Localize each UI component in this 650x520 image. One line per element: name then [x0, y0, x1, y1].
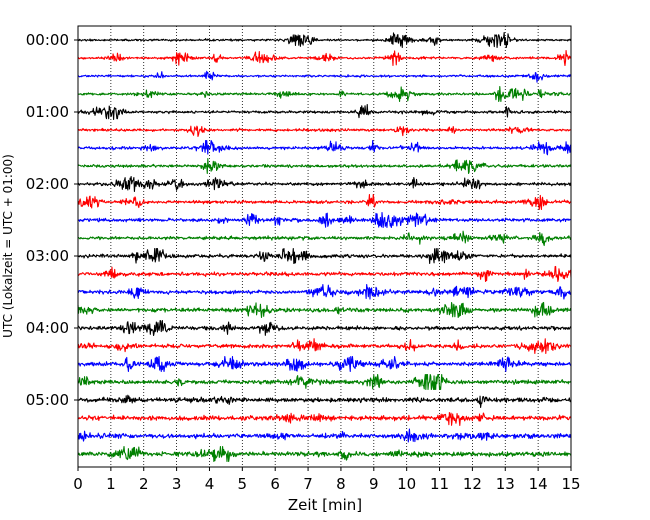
x-tick-label: 8: [336, 475, 346, 493]
seismogram-trace-0230: [77, 212, 572, 229]
x-tick-label: 11: [430, 475, 449, 493]
x-tick-label: 6: [270, 475, 280, 493]
seismogram-trace-0415: [77, 338, 572, 355]
x-tick-label: 9: [369, 475, 379, 493]
x-tick-label: 14: [529, 475, 548, 493]
y-axis-label: UTC (Lokalzeit = UTC + 01:00): [1, 154, 15, 338]
x-tick-label: 10: [397, 475, 416, 493]
seismogram-trace-0045: [77, 85, 572, 103]
y-tick-label: 03:00: [26, 247, 69, 265]
y-tick-label: 02:00: [26, 175, 69, 193]
seismogram-trace-0100: [77, 103, 572, 121]
seismogram-trace-0145: [77, 157, 572, 175]
seismogram-trace-0200: [77, 175, 572, 193]
seismogram-trace-0400: [77, 319, 572, 337]
seismogram-trace-0500: [77, 394, 572, 408]
trace-layer: [77, 31, 572, 463]
x-tick-label: 3: [172, 475, 182, 493]
seismogram-trace-0000: [77, 31, 572, 49]
seismogram-trace-0530: [77, 428, 572, 443]
y-tick-label: 00:00: [26, 31, 69, 49]
seismogram-trace-0545: [77, 445, 572, 463]
seismogram-trace-0345: [77, 301, 572, 319]
seismogram-trace-0315: [77, 265, 572, 283]
x-tick-label: 13: [496, 475, 515, 493]
seismogram-trace-0130: [77, 139, 572, 156]
y-tick-label: 05:00: [26, 391, 69, 409]
seismogram-trace-0300: [77, 247, 572, 265]
seismogram-trace-0015: [77, 49, 572, 67]
x-tick-label: 1: [106, 475, 116, 493]
seismogram-trace-0445: [77, 373, 572, 391]
y-tick-label: 04:00: [26, 319, 69, 337]
seismogram-trace-0115: [77, 125, 572, 137]
y-axis: 00:00 01:00 02:00 03:00 04:00 05:00: [26, 31, 78, 409]
x-tick-label: 4: [205, 475, 215, 493]
seismogram-trace-0515: [77, 411, 572, 427]
x-tick-label: 0: [73, 475, 83, 493]
x-tick-label: 2: [139, 475, 149, 493]
x-tick-label: 7: [303, 475, 313, 493]
seismogram-trace-0430: [77, 355, 572, 373]
y-tick-label: 01:00: [26, 103, 69, 121]
seismogram-trace-0030: [77, 70, 572, 83]
plot-area-frame: [77, 25, 572, 468]
seismogram-trace-0215: [77, 193, 572, 211]
x-tick-label: 15: [561, 475, 580, 493]
seismogram-trace-0330: [77, 283, 572, 300]
x-axis-label: Zeit [min]: [288, 496, 362, 514]
x-axis: 0 1 2 3 4 5 6 7 8 9 10 11 12 13 14 15: [73, 467, 581, 493]
x-tick-label: 12: [463, 475, 482, 493]
seismogram-trace-0245: [77, 230, 572, 247]
x-tick-label: 5: [238, 475, 248, 493]
